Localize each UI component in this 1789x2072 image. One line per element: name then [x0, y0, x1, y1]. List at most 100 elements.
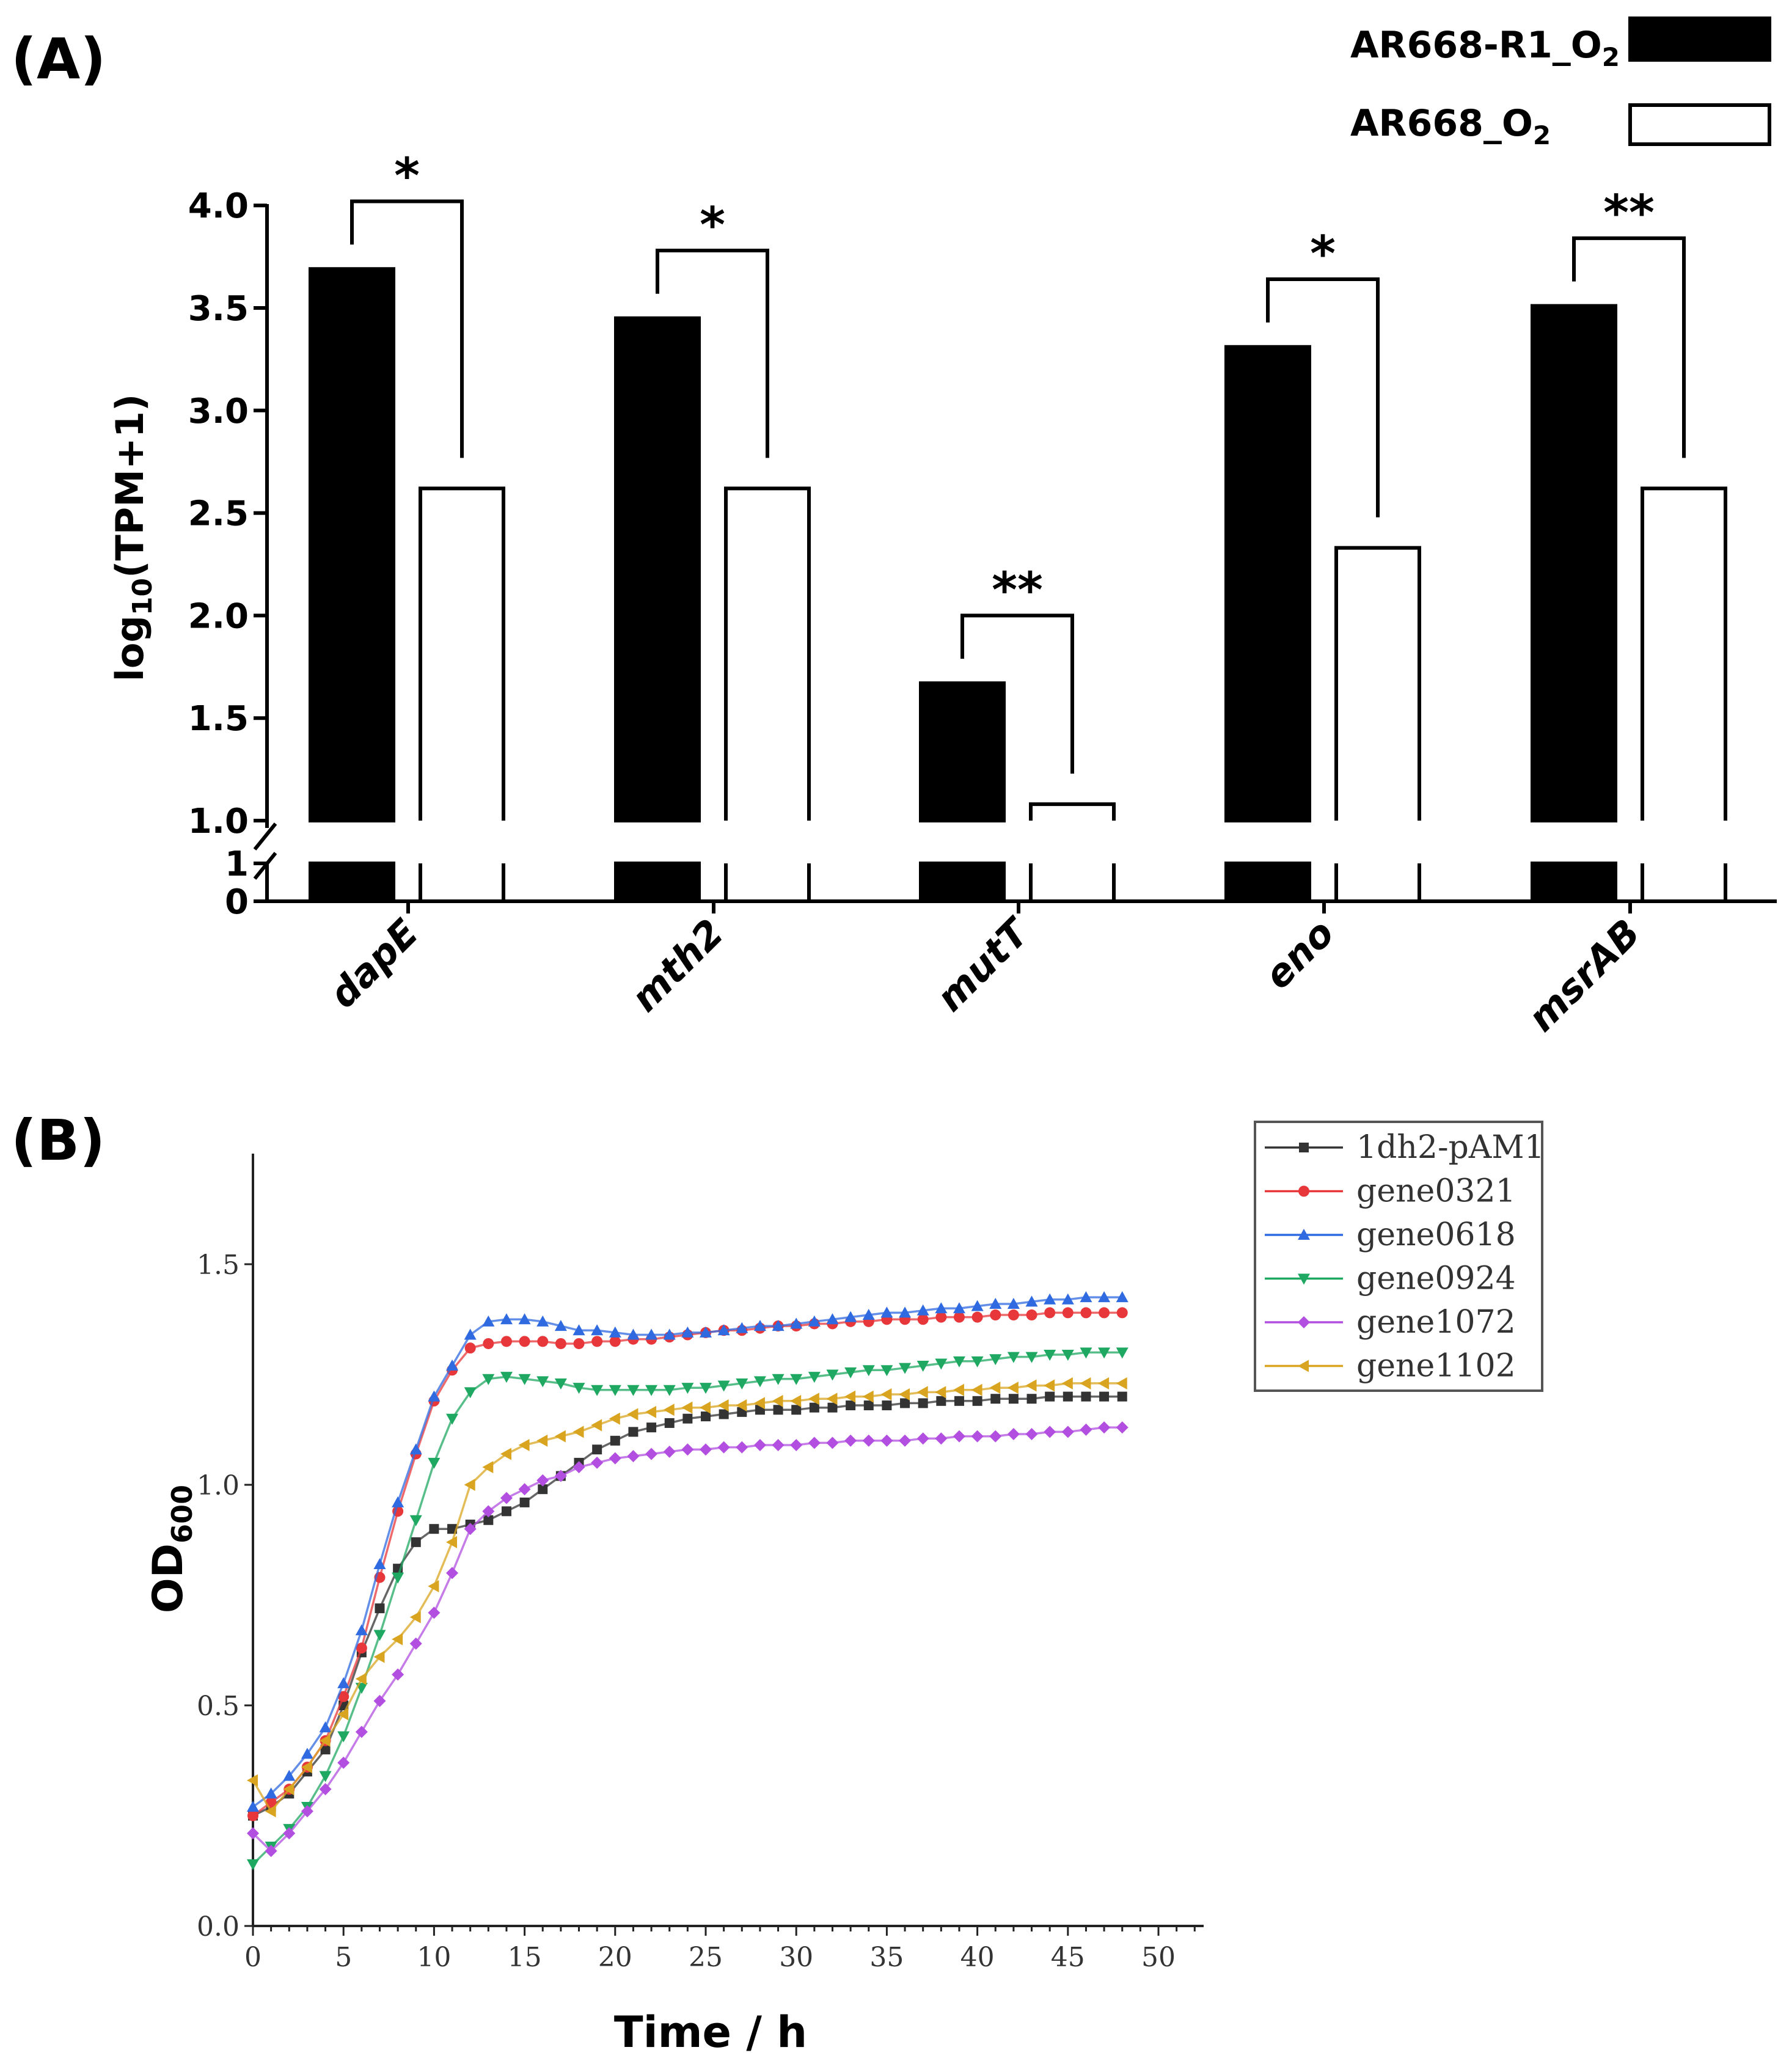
data-point-gene1102 [1098, 1377, 1110, 1389]
data-point-gene0618 [645, 1328, 658, 1340]
data-point-gene1072 [971, 1430, 984, 1443]
data-point-gene0618 [337, 1677, 350, 1688]
data-point-gene0618 [1098, 1291, 1111, 1303]
data-point-1dh2-pAM1 [900, 1398, 910, 1408]
data-point-1dh2-pAM1 [882, 1400, 892, 1411]
x-tick-label: 10 [417, 1942, 451, 1973]
data-point-gene0924 [971, 1356, 984, 1367]
data-point-gene0924 [935, 1358, 948, 1370]
data-point-gene1072 [772, 1439, 785, 1452]
data-point-gene1072 [609, 1452, 621, 1465]
data-point-gene0618 [736, 1322, 748, 1333]
panel-a-ylabel: log10(TPM+1) [108, 394, 158, 682]
data-point-gene1072 [464, 1523, 477, 1536]
data-point-gene0618 [1025, 1295, 1038, 1307]
y-tick-label: 2.5 [188, 494, 249, 534]
x-tick-label: 35 [869, 1942, 904, 1973]
legend-swatch-series-1 [1628, 16, 1771, 62]
data-point-gene0618 [916, 1304, 929, 1316]
data-point-gene0321 [464, 1342, 476, 1354]
data-point-gene0924 [482, 1374, 495, 1385]
data-point-gene0924 [337, 1731, 350, 1743]
data-point-1dh2-pAM1 [1099, 1391, 1110, 1402]
y-tick-label: 1.0 [188, 802, 249, 841]
significance-label-msrAB: ** [1603, 185, 1655, 241]
data-point-gene0618 [247, 1801, 259, 1812]
significance-label-mutT: ** [992, 562, 1043, 618]
data-point-gene1102 [1061, 1377, 1073, 1389]
data-point-gene0321 [247, 1810, 258, 1821]
data-point-gene0618 [772, 1320, 785, 1331]
data-point-gene0321 [519, 1336, 530, 1347]
series-gene0618 [247, 1291, 1129, 1812]
data-point-gene0618 [753, 1320, 766, 1331]
data-point-gene1072 [826, 1437, 839, 1449]
data-point-gene0618 [319, 1721, 332, 1733]
data-point-gene1072 [355, 1726, 368, 1738]
data-point-gene1102 [319, 1734, 331, 1747]
data-point-gene1102 [392, 1633, 403, 1646]
x-tick-label: 30 [779, 1942, 813, 1973]
y-tick-label: 0.5 [197, 1691, 240, 1722]
data-point-gene0924 [554, 1378, 567, 1389]
data-point-gene0321 [1026, 1309, 1037, 1321]
data-point-1dh2-pAM1 [918, 1398, 928, 1408]
data-point-gene0618 [1116, 1291, 1129, 1303]
data-point-gene1102 [428, 1580, 439, 1593]
data-point-gene0924 [627, 1385, 640, 1396]
data-point-gene1072 [301, 1805, 313, 1818]
data-point-1dh2-pAM1 [519, 1497, 530, 1507]
data-point-gene0321 [1099, 1307, 1110, 1319]
data-point-gene1072 [283, 1827, 296, 1840]
data-point-gene0618 [265, 1787, 277, 1799]
data-point-gene0924 [1098, 1347, 1111, 1359]
data-point-1dh2-pAM1 [682, 1413, 693, 1424]
data-point-gene0924 [1025, 1352, 1038, 1363]
data-point-gene0618 [826, 1313, 839, 1325]
y-tick-label: 2.0 [188, 596, 249, 636]
data-point-gene1072 [1025, 1427, 1038, 1440]
data-point-gene0618 [392, 1496, 404, 1507]
data-point-1dh2-pAM1 [483, 1515, 494, 1525]
panel-a-plot-area: 1.0 1.5 2.0 2.5 3.0 3.5 4.0 01 * dapE * mth2 ** mutT *… [188, 147, 1777, 1040]
legend-label-series-1: AR668-R1_O2 [1350, 24, 1620, 72]
x-tick-label-mutT: mutT [927, 909, 1039, 1020]
x-tick-label: 15 [508, 1942, 542, 1973]
data-point-gene0321 [356, 1642, 367, 1654]
data-point-gene1072 [319, 1783, 332, 1796]
data-point-gene0924 [1061, 1350, 1074, 1361]
data-point-gene0924 [1007, 1352, 1020, 1363]
data-point-1dh2-pAM1 [610, 1435, 620, 1446]
panel-b-xlabel: Time / h [614, 2007, 807, 2057]
data-point-gene0924 [953, 1356, 965, 1367]
legend-label-gene0618: gene0618 [1356, 1217, 1516, 1253]
data-point-gene1102 [844, 1390, 856, 1403]
data-point-gene1072 [573, 1461, 585, 1474]
data-point-gene1102 [591, 1419, 602, 1432]
data-point-gene0924 [899, 1363, 912, 1374]
data-point-gene1072 [554, 1470, 567, 1482]
legend-marker-gene1102 [1298, 1360, 1309, 1372]
bar-msrAB-series-1 [1531, 304, 1617, 823]
data-point-1dh2-pAM1 [990, 1394, 1001, 1404]
data-point-gene1102 [971, 1383, 982, 1396]
data-point-gene1072 [700, 1443, 712, 1456]
data-point-gene0924 [916, 1361, 929, 1372]
data-point-gene1072 [1044, 1426, 1056, 1438]
bar-mutT-series-1-lower [919, 862, 1006, 903]
legend-swatch-series-2 [1628, 103, 1771, 146]
data-point-gene0618 [700, 1326, 712, 1338]
data-point-gene0321 [573, 1338, 585, 1349]
panel-a-label: (A) [11, 26, 106, 92]
data-point-1dh2-pAM1 [501, 1506, 511, 1517]
data-point-gene1072 [808, 1437, 821, 1449]
data-point-gene1072 [482, 1505, 495, 1518]
data-point-gene0924 [392, 1572, 404, 1584]
data-point-gene1072 [717, 1441, 730, 1454]
bar-eno-series-1 [1224, 345, 1311, 822]
data-point-gene1102 [663, 1404, 675, 1416]
x-tick-label: 25 [689, 1942, 723, 1973]
data-point-1dh2-pAM1 [320, 1744, 331, 1755]
significance-label-dapE: * [394, 147, 420, 204]
